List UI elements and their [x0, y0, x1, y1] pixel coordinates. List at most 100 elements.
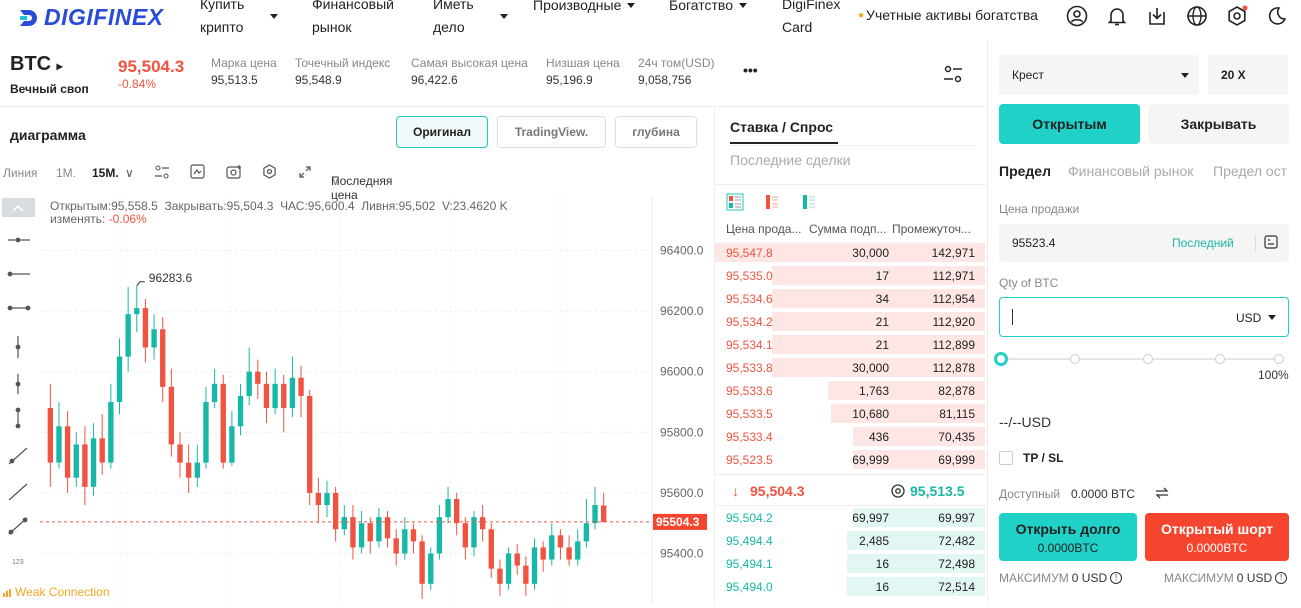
logo-text: DIGIFINEX	[44, 4, 164, 30]
info-icon[interactable]: !	[1275, 572, 1288, 584]
ask-row[interactable]: 95,533.4 436 70,435	[715, 425, 985, 448]
transfer-icon[interactable]	[1155, 487, 1169, 499]
candle-body	[514, 553, 520, 566]
ask-amount: 30,000	[852, 246, 889, 260]
y-tick-label: 95800.0	[660, 425, 704, 439]
screenshot-icon[interactable]	[226, 164, 242, 179]
download-icon[interactable]	[1146, 5, 1168, 27]
book-asks-icon[interactable]	[763, 193, 781, 211]
candle-body	[505, 553, 512, 584]
qty-slider[interactable]	[994, 352, 1284, 366]
info-icon[interactable]: !	[1110, 572, 1123, 584]
candle-body	[410, 529, 417, 542]
ask-amount: 21	[875, 315, 889, 329]
caret-down-icon	[270, 13, 279, 19]
y-tick-label: 95600.0	[660, 486, 704, 500]
ohlc-change-label: изменять:	[50, 212, 106, 226]
ask-amount: 17	[875, 269, 889, 283]
open-long-button[interactable]: Открыть долго 0.0000BTC	[999, 513, 1137, 561]
bid-row[interactable]: 95,494.1 16 72,498	[715, 552, 985, 575]
margin-mode-select[interactable]: Крест	[999, 55, 1199, 95]
view-original-button[interactable]: Оригинал	[396, 116, 488, 148]
qty-unit-select[interactable]: USD	[1236, 311, 1262, 325]
bid-amount: 16	[875, 580, 889, 594]
settings-icon[interactable]	[1226, 5, 1248, 27]
tab-recent-trades[interactable]: Последние сделки	[730, 152, 851, 168]
globe-icon[interactable]	[1186, 5, 1208, 27]
drawing-tool-icons[interactable]: 123	[0, 196, 36, 605]
ohlc-close: Закрывать:95,504.3	[164, 199, 274, 213]
open-short-button[interactable]: Открытый шорт 0.0000BTC	[1145, 513, 1289, 561]
ask-row[interactable]: 95,533.8 30,000 112,878	[715, 356, 985, 379]
open-tab[interactable]: Открытым	[999, 104, 1140, 144]
wealth-assets-link[interactable]: ● Учетные активы богатства	[858, 7, 1038, 23]
ask-row[interactable]: 95,533.6 1,763 82,878	[715, 379, 985, 402]
price-input[interactable]: 95523.4 Последний	[999, 224, 1289, 262]
ask-row[interactable]: 95,534.2 21 112,920	[715, 310, 985, 333]
more-button[interactable]: •••	[743, 62, 758, 78]
use-last-price-button[interactable]: Последний	[1172, 236, 1234, 250]
interval-line[interactable]: Линия	[3, 166, 38, 180]
ask-row[interactable]: 95,523.5 69,999 69,999	[715, 448, 985, 471]
order-type-limit[interactable]: Предел	[999, 163, 1051, 179]
nav-financial-market[interactable]: Финансовый рынок	[312, 0, 394, 35]
candle-body	[549, 535, 555, 560]
close-tab[interactable]: Закрывать	[1148, 104, 1289, 144]
ask-row[interactable]: 95,535.0 17 112,971	[715, 264, 985, 287]
nav-buy-crypto[interactable]: Купить крипто	[200, 0, 279, 39]
order-type-stop-limit[interactable]: Предел ост	[1213, 163, 1288, 179]
ask-price: 95,534.6	[726, 292, 773, 306]
ask-row[interactable]: 95,534.1 21 112,899	[715, 333, 985, 356]
interval-1m[interactable]: 1M.	[56, 166, 77, 180]
interval-caret-icon[interactable]: ∨	[125, 166, 134, 180]
bid-row[interactable]: 95,494.0 16 72,514	[715, 575, 985, 598]
view-tradingview-button[interactable]: TradingView.	[497, 116, 606, 148]
slider-handle[interactable]	[994, 352, 1008, 366]
available-label: Доступный	[999, 487, 1061, 501]
mark-price-icon	[891, 484, 905, 498]
ask-total: 70,435	[938, 430, 975, 444]
symbol-selector[interactable]: BTC ▸	[10, 53, 63, 75]
layout-settings-icon[interactable]	[942, 64, 964, 84]
ask-row[interactable]: 95,547.8 30,000 142,971	[715, 241, 985, 264]
ask-row[interactable]: 95,533.5 10,680 81,115	[715, 402, 985, 425]
candle-body	[168, 386, 175, 445]
ask-amount: 30,000	[852, 361, 889, 375]
candlestick-chart[interactable]: 96400.0 96200.0 96000.0 95800.0 95600.0 95400…	[0, 196, 713, 605]
nav-trade[interactable]: Иметь дело	[433, 0, 508, 39]
order-cost: --/--USD	[999, 414, 1052, 430]
nav-wealth[interactable]: Богатство	[669, 0, 747, 17]
interval-15m[interactable]: 15M.	[92, 166, 119, 180]
book-bids-icon[interactable]	[800, 193, 818, 211]
candle-body	[454, 498, 460, 524]
tab-order-book[interactable]: Ставка / Спрос	[730, 119, 834, 135]
view-depth-button[interactable]: глубина	[615, 116, 697, 148]
bell-icon[interactable]	[1106, 5, 1128, 27]
signal-icon	[3, 589, 11, 597]
fullscreen-icon[interactable]	[298, 165, 312, 179]
leverage-button[interactable]: 20 X	[1208, 55, 1288, 95]
bid-row[interactable]: 95,504.2 69,997 69,997	[715, 506, 985, 529]
chart-settings-icon[interactable]	[262, 164, 277, 179]
stat-volume: 24ч том(USD) 9,058,756	[638, 56, 715, 87]
logo[interactable]: DIGIFINEX	[18, 4, 164, 31]
nav-card[interactable]: DigiFinex Card	[782, 0, 841, 35]
price-picker-icon[interactable]	[1264, 235, 1278, 249]
ask-price: 95,533.5	[726, 407, 773, 421]
ask-total: 112,971	[932, 269, 976, 283]
drawing-tools: 123	[0, 196, 36, 605]
moon-icon[interactable]	[1265, 5, 1287, 27]
qty-input[interactable]: USD	[999, 297, 1289, 337]
indicator-settings-icon[interactable]	[154, 165, 170, 179]
ask-row[interactable]: 95,534.6 34 112,954	[715, 287, 985, 310]
order-type-market[interactable]: Финансовый рынок	[1068, 163, 1194, 179]
user-icon[interactable]	[1066, 5, 1088, 27]
book-both-icon[interactable]	[726, 193, 744, 211]
bid-row[interactable]: 95,494.4 2,485 72,482	[715, 529, 985, 552]
tpsl-checkbox[interactable]	[999, 451, 1013, 465]
bid-total: 72,498	[938, 557, 975, 571]
candle-body	[272, 383, 278, 409]
chart-type-icon[interactable]	[190, 164, 205, 179]
candle-body	[82, 444, 88, 487]
nav-derivatives[interactable]: Производные	[533, 0, 636, 17]
